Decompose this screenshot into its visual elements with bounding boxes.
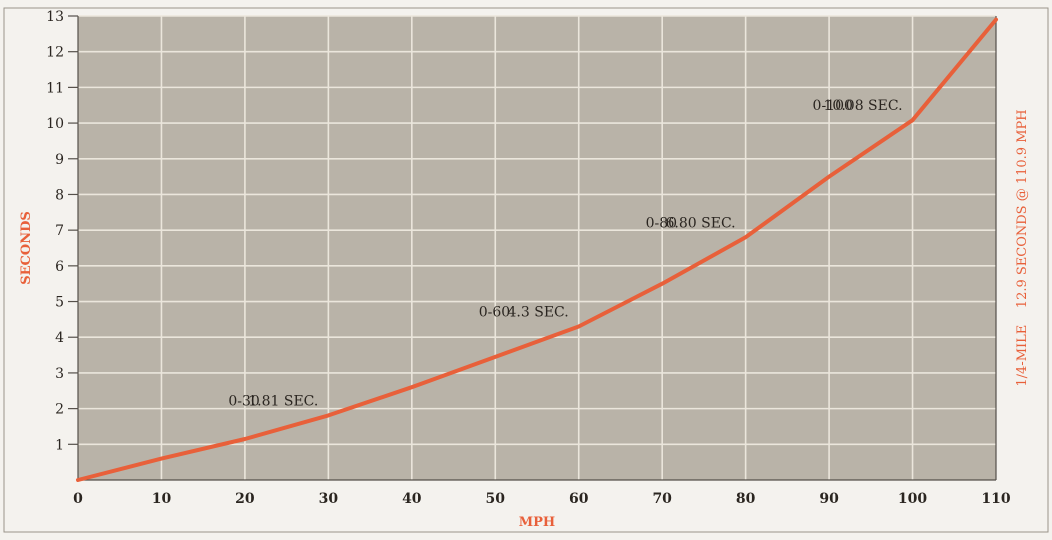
y-tick-label: 13 — [46, 9, 64, 25]
annotation-time: 10.08 SEC. — [824, 98, 903, 114]
x-tick-label: 100 — [898, 491, 927, 507]
x-tick-label: 10 — [152, 491, 172, 507]
annotation-range: 0-60 — [479, 305, 510, 321]
y-tick-label: 10 — [46, 116, 64, 132]
y-tick-label: 1 — [55, 437, 64, 453]
annotations: 0-301.81 SEC. 0-604.3 SEC. 0-806.80 SEC. 0-… — [228, 98, 902, 409]
series-line — [76, 17, 998, 482]
x-tick-label: 20 — [235, 491, 255, 507]
y-tick-label: 4 — [55, 330, 64, 346]
y-tick-label: 2 — [55, 402, 64, 418]
y-axis-label: SECONDS — [19, 211, 34, 285]
annotation-range: 0-100 — [813, 98, 853, 114]
x-tick-label: 90 — [819, 491, 839, 507]
annotation-range: 0-30 — [228, 393, 259, 409]
y-tick-label: 8 — [55, 187, 64, 203]
x-axis-label: MPH — [519, 515, 555, 530]
x-tick-label: 110 — [981, 491, 1010, 507]
quarter-mile-label: 1/4-MILE 12.9 SECONDS @ 110.9 MPH — [1015, 109, 1030, 386]
series — [76, 17, 998, 482]
x-tick-label: 40 — [402, 491, 422, 507]
x-tick-label: 50 — [486, 491, 506, 507]
plot-area — [78, 16, 996, 480]
annotation-time: 1.81 SEC. — [248, 393, 318, 409]
y-tick-label: 12 — [46, 45, 64, 61]
grid — [78, 15, 996, 480]
x-tick-label: 70 — [652, 491, 672, 507]
axes — [77, 16, 997, 481]
x-tick-label: 80 — [736, 491, 756, 507]
y-tick-label: 3 — [55, 366, 64, 382]
x-tick-label: 0 — [73, 491, 83, 507]
annotation-time: 6.80 SEC. — [666, 215, 736, 231]
y-tick-label: 11 — [46, 80, 64, 96]
x-tick-label: 30 — [319, 491, 339, 507]
y-tick-label: 7 — [55, 223, 64, 239]
y-tick-label: 5 — [55, 295, 64, 311]
y-tick-label: 9 — [55, 152, 64, 168]
x-tick-label: 60 — [569, 491, 589, 507]
y-tick-label: 6 — [55, 259, 64, 275]
x-tick-labels: 0 10 20 30 40 50 60 70 80 90 100 110 — [73, 491, 1011, 507]
annotation-time: 4.3 SEC. — [508, 305, 569, 321]
annotation-range: 0-80 — [646, 215, 677, 231]
